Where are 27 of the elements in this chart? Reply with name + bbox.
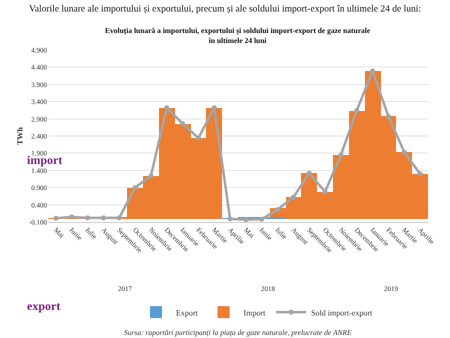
legend-label: Import (244, 308, 266, 318)
y-axis-title: TWh (16, 126, 25, 145)
point (180, 121, 186, 126)
point (418, 171, 423, 176)
point (306, 170, 312, 176)
point (322, 189, 328, 194)
point (402, 150, 407, 155)
legend-label: Export (176, 308, 199, 318)
point (228, 216, 233, 222)
point (212, 105, 217, 110)
point (69, 214, 74, 220)
chart-title: Valorile lunare ale importului și exportului, precum și ale soldului import-export în ultimele 24 de luni: (28, 4, 422, 15)
point (243, 217, 248, 222)
point (386, 114, 391, 119)
point (196, 136, 201, 141)
point (85, 215, 90, 220)
legend-label: Sold import-export (311, 308, 373, 318)
point (132, 185, 138, 190)
point (116, 215, 122, 220)
point (338, 152, 344, 158)
point (259, 216, 264, 222)
point (53, 216, 58, 221)
point (148, 173, 154, 178)
point (100, 215, 106, 220)
point (354, 108, 360, 114)
text: export (27, 299, 60, 313)
point (290, 194, 296, 200)
